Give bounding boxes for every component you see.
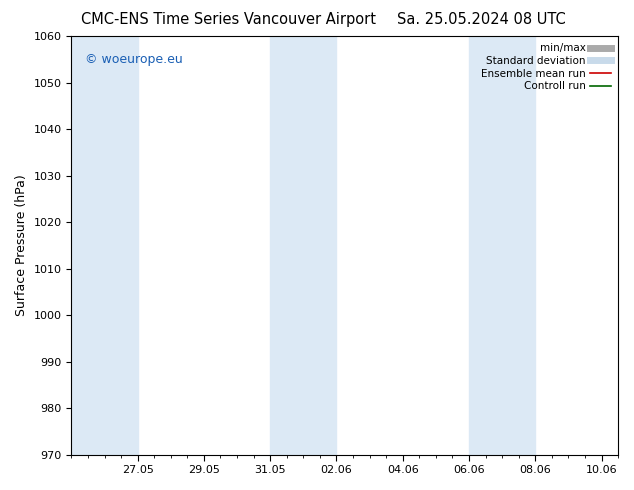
Bar [270,36,337,455]
Bar [72,36,138,455]
Y-axis label: Surface Pressure (hPa): Surface Pressure (hPa) [15,174,28,316]
Text: Sa. 25.05.2024 08 UTC: Sa. 25.05.2024 08 UTC [398,12,566,27]
Bar [469,36,535,455]
Legend: min/max, Standard deviation, Ensemble mean run, Controll run: min/max, Standard deviation, Ensemble me… [479,41,613,93]
Text: © woeurope.eu: © woeurope.eu [85,53,183,66]
Text: CMC-ENS Time Series Vancouver Airport: CMC-ENS Time Series Vancouver Airport [81,12,376,27]
